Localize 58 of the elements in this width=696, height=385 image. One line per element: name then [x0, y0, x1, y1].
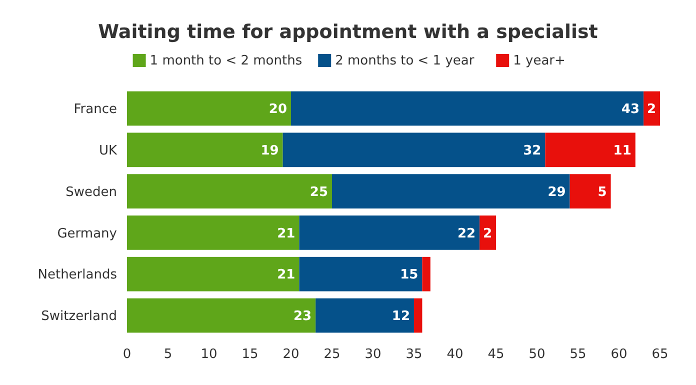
data-label: 25 — [310, 184, 328, 200]
bar — [127, 298, 316, 333]
bar — [282, 132, 546, 168]
legend-label: 1 month to < 2 months — [150, 54, 302, 69]
bar — [570, 174, 611, 208]
data-label: 15 — [400, 268, 418, 283]
bar — [127, 91, 291, 126]
data-label: 22 — [458, 226, 476, 242]
bar — [299, 256, 422, 292]
data-label: 11 — [613, 143, 632, 158]
data-label: 43 — [622, 102, 640, 118]
x-tick-label: 10 — [200, 347, 218, 362]
y-tick-label: UK — [98, 143, 118, 158]
x-tick-label: 20 — [282, 347, 300, 362]
data-label: 12 — [392, 309, 410, 324]
bar — [127, 132, 283, 168]
data-label: 29 — [548, 184, 566, 200]
data-label: 32 — [523, 143, 542, 158]
bar — [127, 216, 300, 250]
data-label: 23 — [294, 309, 312, 324]
data-label: 5 — [598, 184, 607, 200]
data-label: 20 — [268, 102, 287, 118]
x-tick-label: 5 — [164, 347, 172, 362]
x-tick-label: 40 — [446, 347, 464, 362]
bar — [299, 216, 480, 250]
data-label: 19 — [260, 143, 279, 158]
legend-label: 2 months to < 1 year — [335, 54, 475, 69]
chart-title: Waiting time for appointment with a specialist — [98, 21, 598, 43]
bar — [291, 91, 644, 126]
x-tick-label: 15 — [242, 347, 258, 362]
bar — [316, 298, 414, 333]
y-tick-label: France — [74, 102, 117, 118]
x-tick-label: 35 — [406, 347, 422, 362]
legend-label: 1 year+ — [513, 54, 566, 69]
bar — [644, 91, 660, 126]
x-tick-label: 30 — [364, 347, 382, 362]
x-tick-label: 45 — [488, 347, 504, 362]
data-label: 21 — [277, 268, 296, 283]
bar — [332, 174, 570, 208]
x-tick-label: 55 — [570, 347, 586, 362]
bar — [127, 174, 332, 208]
x-tick-label: 60 — [610, 347, 628, 362]
data-label: 21 — [277, 226, 296, 242]
x-tick-label: 25 — [324, 347, 340, 362]
bar — [414, 298, 422, 333]
bar — [422, 256, 430, 292]
data-label: 2 — [482, 226, 492, 242]
x-tick-label: 50 — [528, 347, 546, 362]
bar — [127, 256, 300, 292]
y-tick-label: Sweden — [66, 184, 117, 200]
bar — [545, 132, 636, 168]
y-tick-label: Germany — [57, 226, 118, 242]
y-tick-label: Switzerland — [41, 309, 117, 324]
x-tick-label: 65 — [652, 347, 668, 362]
y-tick-label: Netherlands — [38, 268, 118, 283]
bar — [480, 216, 496, 250]
x-tick-label: 0 — [122, 347, 132, 362]
data-label: 2 — [646, 102, 656, 118]
